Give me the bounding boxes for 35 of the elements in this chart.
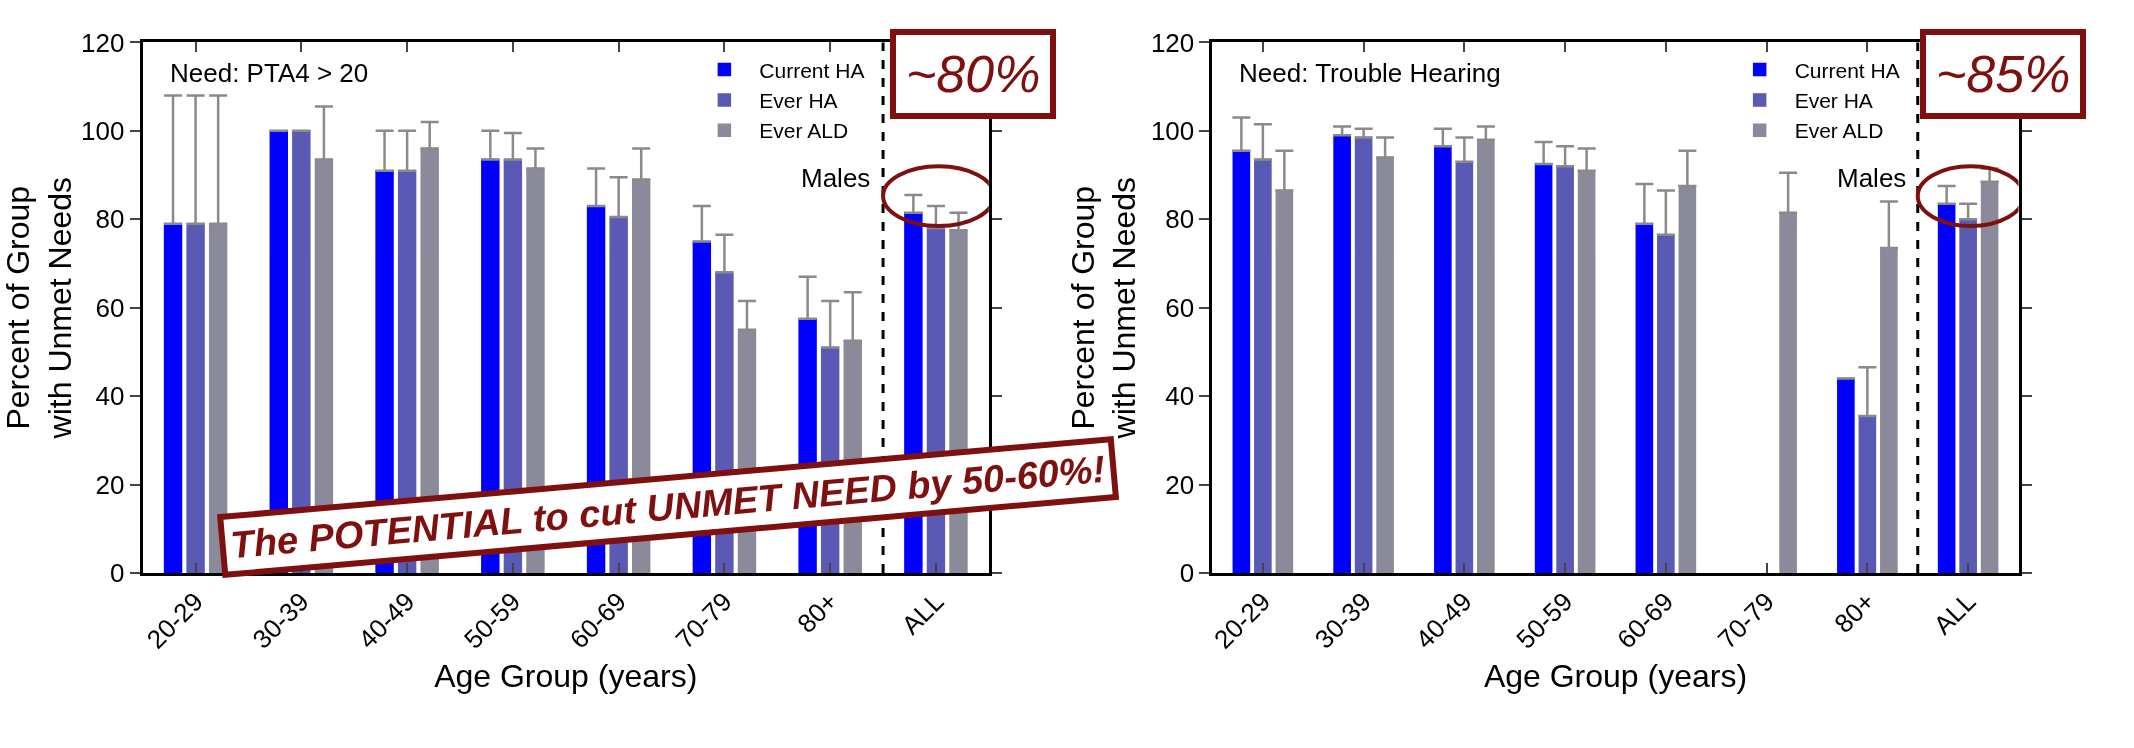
y-tick-label: 40 [95, 381, 125, 412]
annotation: The POTENTIAL to cut UNMET NEED by 50-60%! [228, 447, 1107, 567]
annotation: ~85% [1936, 45, 2071, 103]
annotation: Males [801, 163, 871, 193]
annotation: Need: Trouble Hearing [1239, 58, 1501, 88]
legend-label: Ever HA [759, 89, 838, 113]
annotation: Need: PTA4 > 20 [170, 58, 369, 88]
x-axis-title: Age Group (years) [1483, 658, 1748, 695]
y-tick-label: 100 [1150, 115, 1195, 146]
y-tick-label: 120 [81, 27, 125, 58]
y-tick-label: 0 [1179, 558, 1195, 589]
x-tick-label: ALL [1927, 586, 1982, 641]
x-tick-label: 80+ [1828, 586, 1881, 639]
y-tick-label: 80 [95, 204, 125, 235]
y-axis-title: Percent of Group with Unmet Needs [1064, 176, 1143, 440]
legend-label: Current HA [1794, 58, 1900, 82]
x-axis-title: Age Group (years) [434, 658, 698, 695]
y-axis-title: Percent of Group with Unmet Needs [0, 176, 78, 440]
y-tick-label: 60 [95, 292, 125, 323]
y-tick-label: 20 [1165, 469, 1195, 500]
y-tick-label: 0 [110, 558, 125, 589]
x-tick-label: 80+ [791, 586, 844, 639]
y-tick-label: 40 [1165, 381, 1195, 412]
y-tick-label: 60 [1165, 292, 1195, 323]
legend-label: Ever HA [1794, 89, 1873, 113]
legend-label: Current HA [759, 58, 865, 82]
x-tick-label: ALL [895, 586, 950, 641]
legend-label: Ever ALD [1794, 119, 1884, 143]
annotation: Males [1837, 163, 1907, 193]
y-tick-label: 20 [95, 469, 125, 500]
y-tick-label: 100 [81, 115, 125, 146]
legend-label: Ever ALD [759, 119, 849, 143]
annotation: ~80% [906, 45, 1041, 103]
y-tick-label: 120 [1150, 27, 1195, 58]
y-tick-label: 80 [1165, 204, 1195, 235]
